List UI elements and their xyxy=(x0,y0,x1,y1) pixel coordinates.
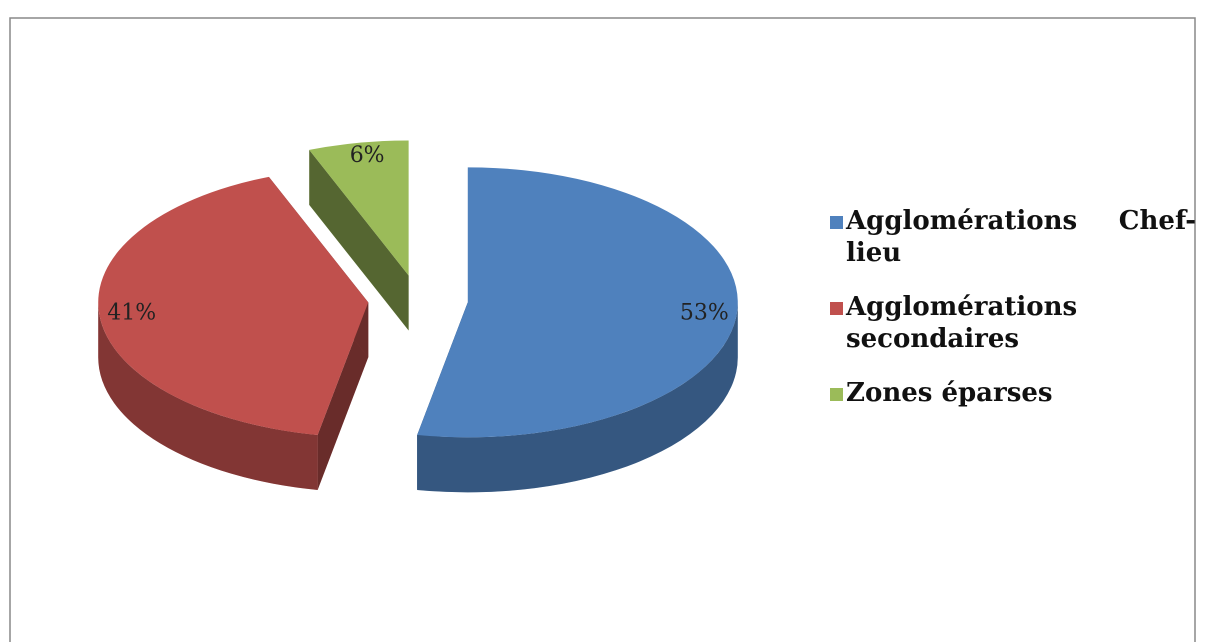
slice-side-shade xyxy=(98,302,318,490)
legend-label: Zones éparses xyxy=(846,378,1053,408)
slice xyxy=(98,176,369,435)
slice-side xyxy=(98,302,318,490)
slice-side-shade xyxy=(417,302,738,493)
legend-swatch xyxy=(830,388,843,401)
slice-cut-face xyxy=(317,302,369,490)
slice xyxy=(417,167,738,438)
legend-entry: Zones éparses xyxy=(830,377,1196,409)
value-label: 6% xyxy=(350,143,385,168)
slice-cut-face xyxy=(309,149,409,331)
legend-swatch xyxy=(830,302,843,315)
legend: Agglomérations Chef-lieu Agglomérations s… xyxy=(830,205,1196,409)
slice-cut-shade xyxy=(309,149,409,331)
legend-entry: Agglomérations secondaires xyxy=(830,291,1196,355)
legend-label: Agglomérations Chef-lieu xyxy=(846,206,1196,268)
legend-label: Agglomérations secondaires xyxy=(846,292,1078,354)
legend-swatch xyxy=(830,216,843,229)
slice xyxy=(309,140,409,276)
value-label: 41% xyxy=(107,301,156,326)
slice-cut-shade xyxy=(317,302,369,490)
slice-side xyxy=(417,302,738,493)
value-label: 53% xyxy=(680,301,729,326)
legend-entry: Agglomérations Chef-lieu xyxy=(830,205,1196,269)
chart-frame xyxy=(9,17,1196,642)
